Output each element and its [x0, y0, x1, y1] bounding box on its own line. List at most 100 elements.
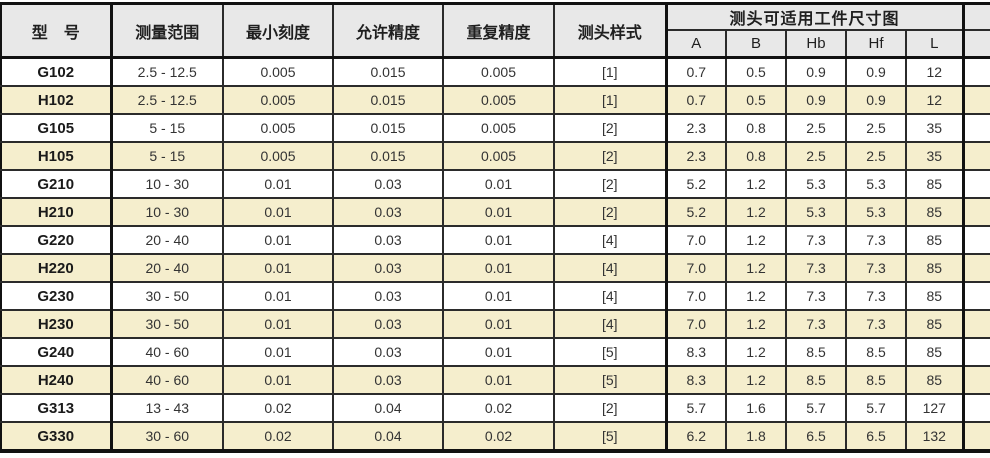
b-cell: 1.2 — [725, 197, 787, 227]
b-cell: 0.5 — [725, 56, 787, 87]
a-cell: 0.7 — [665, 85, 727, 115]
probe_style-cell: [5] — [553, 365, 668, 395]
min_scale-cell: 0.005 — [222, 141, 334, 171]
repeat-cell: 0.01 — [442, 281, 555, 311]
a-cell: 8.3 — [665, 365, 727, 395]
accuracy-cell: 0.04 — [332, 421, 444, 453]
accuracy-cell: 0.03 — [332, 225, 444, 255]
model-cell: G230 — [0, 281, 113, 311]
col-header-min-scale: 最小刻度 — [222, 2, 334, 59]
b-cell: 1.8 — [725, 421, 787, 453]
range-cell: 40 - 60 — [110, 365, 224, 395]
model-cell: G330 — [0, 421, 113, 453]
a-cell: 5.7 — [665, 393, 727, 423]
col-header-range: 测量范围 — [110, 2, 224, 59]
cropped-cell — [962, 85, 990, 115]
table-body: G102 2.5 - 12.5 0.005 0.015 0.005 [1] 0.7 0.5 0.… — [0, 56, 990, 453]
hf-cell: 0.9 — [845, 56, 907, 87]
range-cell: 13 - 43 — [110, 393, 224, 423]
hf-cell: 7.3 — [845, 281, 907, 311]
col-header-accuracy: 允许精度 — [332, 2, 444, 59]
hf-cell: 8.5 — [845, 337, 907, 367]
repeat-cell: 0.01 — [442, 225, 555, 255]
probe_style-cell: [5] — [553, 421, 668, 453]
table-row: H102 2.5 - 12.5 0.005 0.015 0.005 [1] 0.7 0.5 0.… — [0, 85, 990, 115]
b-cell: 0.8 — [725, 141, 787, 171]
model-cell: H102 — [0, 85, 113, 115]
model-cell: H240 — [0, 365, 113, 395]
model-cell: G105 — [0, 113, 113, 143]
table-row: G105 5 - 15 0.005 0.015 0.005 [2] 2.3 0.8 2.5 2.5… — [0, 113, 990, 143]
hb-cell: 8.5 — [785, 337, 847, 367]
hb-cell: 7.3 — [785, 225, 847, 255]
l-cell: 12 — [904, 85, 965, 115]
table-row: H105 5 - 15 0.005 0.015 0.005 [2] 2.3 0.8 2.5 2.5… — [0, 141, 990, 171]
hf-cell: 7.3 — [845, 253, 907, 283]
l-cell: 85 — [904, 337, 965, 367]
b-cell: 1.2 — [725, 253, 787, 283]
col-header-A: A — [665, 29, 727, 59]
a-cell: 6.2 — [665, 421, 727, 453]
repeat-cell: 0.02 — [442, 421, 555, 453]
b-cell: 1.2 — [725, 169, 787, 199]
probe_style-cell: [4] — [553, 281, 668, 311]
col-header-Hb: Hb — [785, 29, 847, 59]
hf-cell: 2.5 — [845, 113, 907, 143]
hb-cell: 0.9 — [785, 85, 847, 115]
model-cell: G210 — [0, 169, 113, 199]
min_scale-cell: 0.01 — [222, 365, 334, 395]
a-cell: 0.7 — [665, 56, 727, 87]
range-cell: 5 - 15 — [110, 141, 224, 171]
cropped-cell — [962, 337, 990, 367]
l-cell: 85 — [904, 309, 965, 339]
l-cell: 127 — [904, 393, 965, 423]
hb-cell: 2.5 — [785, 141, 847, 171]
b-cell: 1.2 — [725, 309, 787, 339]
b-cell: 0.5 — [725, 85, 787, 115]
min_scale-cell: 0.01 — [222, 169, 334, 199]
l-cell: 132 — [904, 421, 965, 453]
l-cell: 35 — [904, 141, 965, 171]
repeat-cell: 0.02 — [442, 393, 555, 423]
cropped-cell — [962, 393, 990, 423]
table-row: H230 30 - 50 0.01 0.03 0.01 [4] 7.0 1.2 7.3 7.3 85 — [0, 309, 990, 339]
cropped-cell — [962, 141, 990, 171]
model-cell: G313 — [0, 393, 113, 423]
cropped-cell — [962, 309, 990, 339]
col-header-repeat: 重复精度 — [442, 2, 555, 59]
a-cell: 5.2 — [665, 169, 727, 199]
probe_style-cell: [1] — [553, 85, 668, 115]
col-header-dimension-group: 测头可适用工件尺寸图 — [664, 2, 965, 31]
range-cell: 30 - 60 — [110, 421, 224, 453]
cropped-cell — [962, 365, 990, 395]
min_scale-cell: 0.005 — [222, 56, 334, 87]
table-row: G102 2.5 - 12.5 0.005 0.015 0.005 [1] 0.7 0.5 0.… — [0, 56, 990, 87]
b-cell: 0.8 — [725, 113, 787, 143]
model-cell: H230 — [0, 309, 113, 339]
min_scale-cell: 0.01 — [222, 197, 334, 227]
probe_style-cell: [2] — [553, 393, 668, 423]
range-cell: 2.5 - 12.5 — [110, 85, 224, 115]
b-cell: 1.6 — [725, 393, 787, 423]
range-cell: 30 - 50 — [110, 281, 224, 311]
cropped-header-cell — [962, 2, 990, 31]
cropped-cell — [962, 113, 990, 143]
table-row: H240 40 - 60 0.01 0.03 0.01 [5] 8.3 1.2 8.5 8.5 85 — [0, 365, 990, 395]
range-cell: 10 - 30 — [110, 197, 224, 227]
hf-cell: 5.3 — [845, 197, 907, 227]
a-cell: 2.3 — [665, 113, 727, 143]
l-cell: 12 — [904, 56, 965, 87]
repeat-cell: 0.01 — [442, 309, 555, 339]
accuracy-cell: 0.015 — [332, 113, 444, 143]
b-cell: 1.2 — [725, 225, 787, 255]
cropped-cell — [962, 197, 990, 227]
hb-cell: 0.9 — [785, 56, 847, 87]
repeat-cell: 0.01 — [442, 253, 555, 283]
hb-cell: 5.3 — [785, 169, 847, 199]
cropped-cell — [962, 253, 990, 283]
repeat-cell: 0.005 — [442, 85, 555, 115]
hf-cell: 2.5 — [845, 141, 907, 171]
col-header-probe-style: 测头样式 — [553, 2, 668, 59]
l-cell: 85 — [904, 365, 965, 395]
